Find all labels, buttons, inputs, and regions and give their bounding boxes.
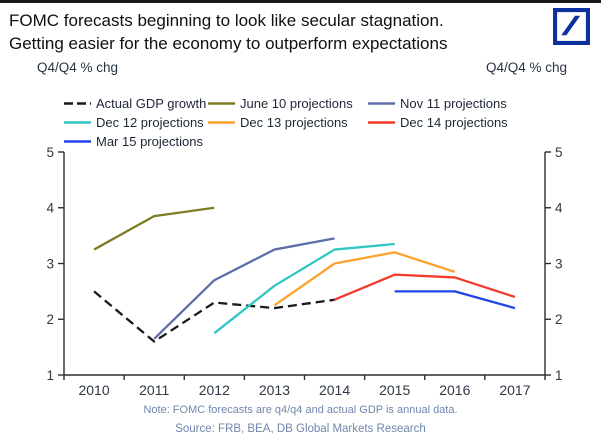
y-tick-label-left: 3 [46, 256, 54, 271]
y-tick-label-left: 5 [46, 145, 54, 160]
chart-legend: Actual GDP growth June 10 projections Nov … [64, 94, 508, 151]
legend-item: Nov 11 projections [368, 96, 508, 111]
legend-swatch-line-icon [64, 102, 91, 105]
x-tick-label: 2014 [319, 382, 350, 398]
legend-label: Mar 15 projections [96, 134, 203, 149]
logo-frame [553, 8, 590, 45]
y-tick-label-left: 1 [46, 368, 54, 383]
legend-label: June 10 projections [240, 96, 353, 111]
legend-item: Mar 15 projections [64, 134, 208, 149]
series-line-actual-gdp-growth [93, 290, 335, 343]
y-tick-label-right: 5 [555, 145, 563, 160]
legend-label: Dec 13 projections [240, 115, 348, 130]
legend-item: Dec 14 projections [368, 115, 508, 130]
legend-label: Actual GDP growth [96, 96, 207, 111]
legend-swatch-line-icon [368, 121, 395, 124]
x-tick-label: 2017 [499, 382, 530, 398]
y-tick-label-right: 3 [555, 256, 563, 271]
y-tick-label-right: 1 [555, 368, 563, 383]
y-axis-unit-left: Q4/Q4 % chg [37, 60, 119, 75]
top-border [0, 0, 601, 3]
legend-swatch-line-icon [64, 121, 91, 124]
legend-swatch-line-icon [64, 140, 91, 143]
legend-swatch-line-icon [368, 102, 395, 105]
y-tick-label-right: 2 [555, 312, 563, 327]
title-line-1: FOMC forecasts beginning to look like se… [9, 11, 444, 30]
legend-label: Dec 14 projections [400, 115, 508, 130]
legend-row: Dec 12 projections Dec 13 projections Dec … [64, 113, 508, 132]
legend-item: Actual GDP growth [64, 96, 208, 111]
y-tick-label-left: 4 [46, 201, 54, 216]
legend-label: Nov 11 projections [400, 96, 507, 111]
deutsche-bank-logo-icon [553, 8, 590, 45]
chart-area: 1 1 2 2 3 3 4 4 5 5 2010 2011 2012 2013 2014 2015 2016 20… [0, 138, 601, 410]
legend-item: Dec 12 projections [64, 115, 208, 130]
series-line-dec-12-projections [213, 242, 395, 335]
x-tick-label: 2016 [439, 382, 470, 398]
x-tick-label: 2015 [379, 382, 410, 398]
legend-item: June 10 projections [208, 96, 368, 111]
x-tick-label: 2013 [259, 382, 290, 398]
x-tick-label: 2010 [78, 382, 109, 398]
series-line-dec-13-projections [273, 251, 456, 307]
title-line-2: Getting easier for the economy to outper… [9, 34, 448, 53]
legend-swatch-line-icon [208, 102, 235, 105]
y-tick-label-right: 4 [555, 201, 563, 216]
series-line-june-10-projections [93, 206, 215, 251]
legend-row: Actual GDP growth June 10 projections Nov … [64, 94, 508, 113]
legend-swatch-line-icon [208, 121, 235, 124]
logo-slash [561, 15, 581, 36]
line-chart: 1 1 2 2 3 3 4 4 5 5 2010 2011 2012 2013 2014 2015 2016 20… [46, 145, 563, 398]
y-axis-unit-right: Q4/Q4 % chg [485, 60, 567, 75]
page-title: FOMC forecasts beginning to look like se… [9, 9, 539, 55]
series-line-nov-11-projections [153, 237, 335, 340]
series-line-dec-14-projections [334, 273, 516, 301]
legend-row: Mar 15 projections [64, 132, 508, 151]
legend-item: Dec 13 projections [208, 115, 368, 130]
legend-label: Dec 12 projections [96, 115, 204, 130]
x-tick-label: 2011 [139, 382, 169, 398]
chart-note: Note: FOMC forecasts are q4/q4 and actua… [143, 404, 458, 416]
series-line-mar-15-projections [394, 290, 516, 310]
y-tick-label-left: 2 [46, 312, 54, 327]
chart-source: Source: FRB, BEA, DB Global Markets Rese… [175, 423, 426, 435]
x-tick-label: 2012 [199, 382, 230, 398]
